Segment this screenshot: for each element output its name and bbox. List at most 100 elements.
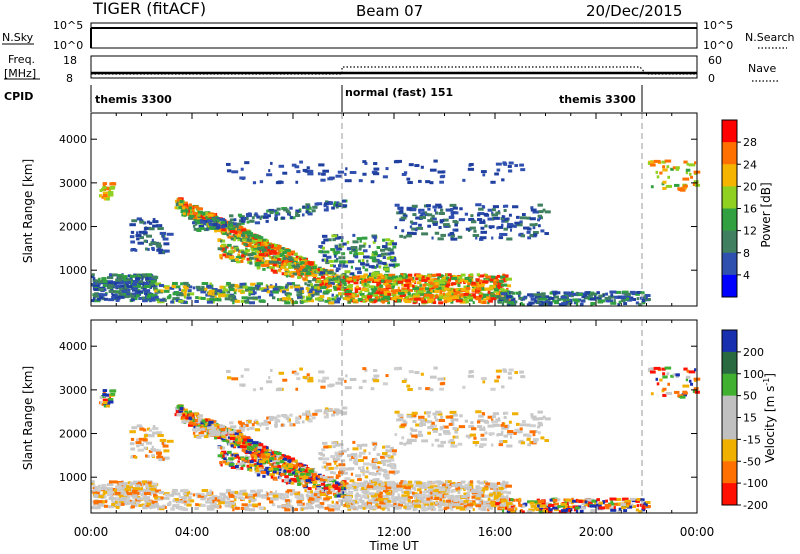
velocity-echo-cell [247, 439, 254, 443]
power-echo-cell [127, 285, 133, 289]
power-echo-cells [91, 159, 701, 307]
power-echo-cell [268, 285, 275, 289]
power-echo-cell [347, 300, 352, 304]
power-echo-cell [219, 289, 222, 293]
power-echo-cell [501, 178, 505, 182]
velocity-echo-cell [192, 419, 195, 423]
power-echo-cell [172, 297, 180, 301]
power-echo-cell [108, 289, 115, 293]
velocity-echo-cell [275, 451, 282, 455]
power-echo-cell [388, 263, 395, 267]
velocity-echo-cell [163, 496, 170, 500]
power-echo-cell [358, 244, 366, 248]
freq-tick-bottom: 8 [66, 72, 73, 85]
power-echo-cell [143, 289, 151, 293]
power-echo-cell [239, 215, 245, 219]
power-echo-cell [501, 302, 505, 306]
power-echo-cell [154, 295, 159, 299]
velocity-echo-cell [272, 497, 277, 501]
velocity-echo-cell [302, 475, 309, 479]
power-echo-cell [256, 282, 263, 286]
velocity-echo-cell [219, 492, 224, 496]
velocity-echo-cell [312, 485, 317, 489]
power-echo-cell [490, 294, 496, 298]
power-echo-cell [274, 217, 278, 221]
power-echo-cell [439, 219, 445, 223]
power-echo-cell [535, 223, 538, 227]
velocity-echo-cell [148, 449, 153, 453]
power-echo-cell [362, 299, 366, 303]
power-echo-cell [530, 208, 537, 212]
power-echo-cell [487, 291, 495, 295]
power-echo-cell [103, 283, 108, 287]
power-echo-cell [445, 283, 451, 287]
velocity-echo-cell [166, 439, 174, 443]
power-echo-cell [501, 219, 508, 223]
velocity-echo-cell [233, 452, 239, 456]
power-echo-cell [147, 280, 150, 284]
power-echo-cell [115, 278, 122, 282]
power-echo-cell [196, 228, 202, 232]
power-echo-cell [292, 272, 297, 276]
power-echo-cell [97, 277, 101, 281]
power-echo-cell [366, 278, 374, 282]
velocity-echo-cell [309, 413, 312, 417]
power-echo-cell [407, 181, 413, 185]
power-echo-cell [418, 208, 425, 212]
power-echo-cell [520, 297, 526, 301]
velocity-echo-cell [248, 450, 252, 454]
power-echo-cell [134, 248, 138, 252]
power-echo-cell [287, 270, 290, 274]
velocity-echo-cell [488, 485, 494, 489]
power-echo-cell [464, 279, 471, 283]
power-echo-cell [122, 292, 129, 296]
power-echo-cell [506, 284, 512, 288]
power-echo-cell [487, 208, 492, 212]
velocity-echo-cell [102, 391, 106, 395]
velocity-echo-cell [281, 479, 286, 483]
power-echo-cell [475, 203, 482, 207]
velocity-echo-cell [312, 471, 318, 475]
power-echo-cell [409, 220, 414, 224]
velocity-echo-cell [240, 461, 245, 465]
power-echo-cell [340, 287, 344, 291]
power-echo-cell [430, 284, 433, 288]
power-echo-cell [392, 275, 399, 279]
power-echo-cell [352, 240, 359, 244]
power-echo-cell [169, 286, 175, 290]
power-echo-cell [554, 301, 559, 305]
velocity-echo-cell [249, 460, 254, 464]
power-echo-cell [450, 213, 455, 217]
velocity-echo-cell [286, 469, 292, 473]
power-echo-cell [406, 177, 411, 181]
power-echo-cell [493, 283, 498, 287]
velocity-echo-cell [187, 499, 195, 503]
power-echo-cell [257, 238, 263, 242]
power-echo-cell [544, 232, 549, 236]
power-echo-cell [257, 246, 262, 250]
power-echo-cell [379, 294, 385, 298]
power-echo-cell [594, 292, 598, 296]
power-echo-cell [431, 236, 434, 240]
velocity-echo-cell [503, 481, 509, 485]
power-echo-cell [238, 226, 244, 230]
power-echo-cell [339, 260, 346, 264]
velocity-echo-cell [180, 409, 186, 413]
velocity-echo-cell [259, 469, 264, 473]
power-echo-cell [195, 219, 202, 223]
power-echo-cell [326, 238, 332, 242]
power-echo-cell [361, 236, 368, 240]
velocity-echo-cell [457, 491, 461, 495]
velocity-echo-cell [219, 424, 225, 428]
velocity-echo-cell [183, 408, 188, 412]
power-echo-cell [329, 281, 335, 285]
power-echo-cell [488, 225, 495, 229]
power-echo-cell [414, 228, 418, 232]
power-echo-cell [245, 243, 248, 247]
velocity-echo-cell [260, 453, 265, 457]
power-echo-cell [186, 206, 190, 210]
power-echo-cell [560, 297, 567, 301]
velocity-echo-cell [211, 424, 215, 428]
power-echo-cell [304, 270, 310, 274]
power-echo-cell [328, 297, 332, 301]
